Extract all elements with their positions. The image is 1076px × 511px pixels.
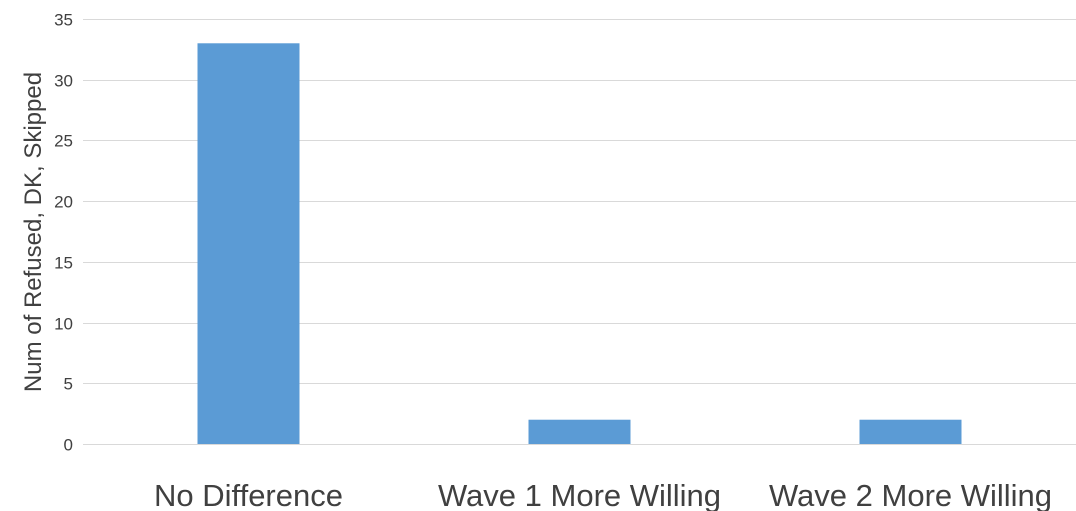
bar [859, 419, 962, 444]
y-tick-label: 30 [54, 72, 73, 91]
bar [197, 43, 300, 445]
x-category-label: Wave 2 More Willing [769, 478, 1052, 511]
x-category-label: Wave 1 More Willing [438, 478, 721, 511]
y-tick-label: 20 [54, 193, 73, 212]
y-axis-title: Num of Refused, DK, Skipped [20, 72, 47, 392]
y-tick-label: 35 [54, 11, 73, 30]
y-tick-label: 5 [64, 375, 73, 394]
y-tick-label: 15 [54, 254, 73, 273]
y-tick-label: 0 [64, 436, 73, 455]
bar [528, 419, 631, 444]
x-axis-categories: No Difference Wave 1 More Willing Wave 2 M… [154, 478, 1052, 511]
x-category-label: No Difference [154, 478, 343, 511]
y-tick-label: 25 [54, 132, 73, 151]
y-tick-label: 10 [54, 315, 73, 334]
bars [197, 43, 962, 445]
y-axis-ticks: 0 5 10 15 20 25 30 35 [54, 11, 73, 455]
